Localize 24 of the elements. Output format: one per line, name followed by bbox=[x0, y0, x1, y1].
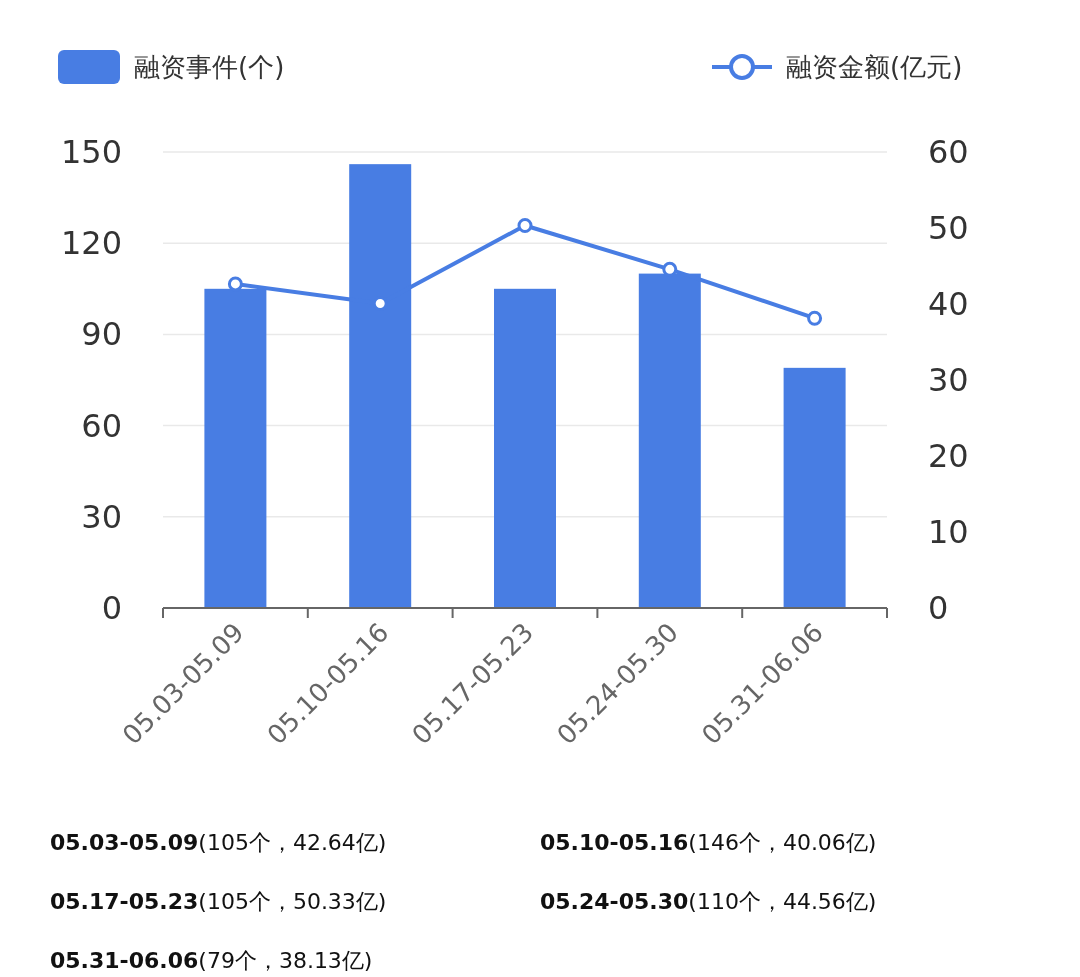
text: 05.17-05.23(105个，50.33亿) bbox=[50, 889, 387, 914]
text: 05.10-05.16(146个，40.06亿) bbox=[540, 830, 877, 855]
bar bbox=[783, 367, 846, 608]
y2-tick-label: 40 bbox=[928, 285, 969, 323]
legend-label: 融资事件(个) bbox=[134, 52, 285, 82]
bar bbox=[494, 288, 556, 608]
y-tick-label: 90 bbox=[81, 315, 122, 354]
y2-tick-label: 20 bbox=[928, 437, 969, 475]
y2-tick-label: 0 bbox=[928, 589, 949, 627]
y-tick-label: 120 bbox=[60, 224, 122, 263]
y2-tick-label: 60 bbox=[928, 133, 969, 171]
legend-label: 融资金额(亿元) bbox=[786, 52, 963, 82]
point bbox=[517, 217, 533, 233]
point bbox=[807, 310, 823, 326]
text: 05.31-06.06(79个，38.13亿) bbox=[50, 948, 373, 973]
y-tick-label: 30 bbox=[81, 497, 122, 536]
text: 05.03-05.09(105个，42.64亿) bbox=[50, 830, 387, 855]
y2-tick-label: 10 bbox=[928, 513, 969, 551]
y-tick-label: 60 bbox=[81, 406, 122, 445]
y-tick-label: 0 bbox=[101, 589, 122, 627]
y-tick-label: 150 bbox=[60, 133, 122, 171]
text: 05.24-05.30(110个，44.56亿) bbox=[540, 889, 877, 914]
y2-tick-label: 50 bbox=[928, 209, 969, 247]
y2-tick-label: 30 bbox=[928, 361, 969, 399]
